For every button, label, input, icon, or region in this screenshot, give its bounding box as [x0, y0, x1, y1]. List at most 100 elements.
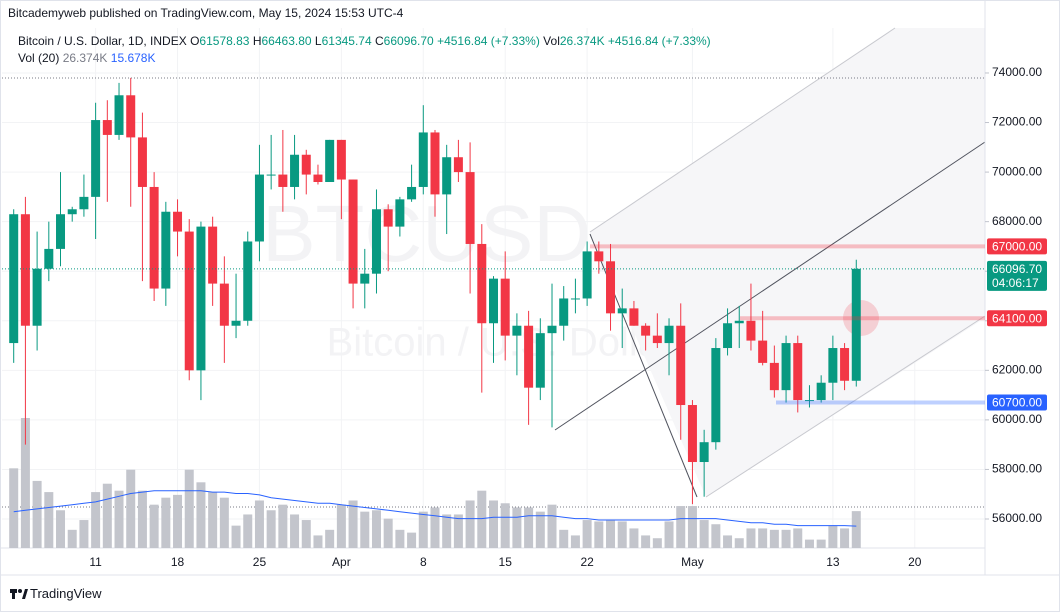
- candle-body: [500, 278, 510, 336]
- volume-bar: [489, 500, 498, 548]
- candle-body: [395, 199, 405, 227]
- volume-bar: [184, 469, 194, 548]
- candle-body: [56, 214, 66, 249]
- volume-bar: [723, 535, 733, 548]
- candle-body: [126, 95, 136, 138]
- vol-label: Vol: [543, 34, 560, 48]
- candle-body: [606, 261, 616, 314]
- candle-body: [290, 154, 300, 187]
- volume-bar: [91, 492, 101, 548]
- volume-bar: [336, 504, 346, 548]
- legend-value: 66463.80: [261, 34, 312, 48]
- candle-body: [102, 120, 112, 135]
- volume-ma-line: [13, 490, 857, 527]
- volume-bar: [173, 494, 183, 548]
- volume-bar: [395, 529, 405, 548]
- volume-bar: [219, 497, 229, 548]
- y-tick-label: 62000.00: [992, 363, 1042, 377]
- volume-bar: [102, 483, 112, 548]
- candle-body: [769, 362, 779, 391]
- candle-body: [489, 278, 498, 324]
- x-tick-label: 22: [580, 555, 594, 569]
- candle-body: [383, 209, 393, 227]
- candle-body: [840, 348, 850, 381]
- volume-bar: [816, 539, 826, 548]
- volume-bar: [652, 538, 662, 548]
- volume-bar: [137, 490, 147, 548]
- candle-body: [617, 308, 627, 314]
- volume-bar: [746, 528, 756, 548]
- volume-bar: [465, 500, 475, 548]
- volume-bar: [79, 520, 89, 548]
- candle-body: [804, 400, 814, 402]
- candle-body: [535, 333, 545, 388]
- x-tick-label: 15: [499, 555, 513, 569]
- volume-bar: [290, 514, 300, 548]
- candle-body: [313, 174, 323, 183]
- y-tick-label: 72000.00: [992, 115, 1042, 129]
- volume-bar: [430, 507, 440, 548]
- volume-bar: [383, 518, 393, 548]
- volume-bar: [547, 504, 557, 548]
- volume-bar: [477, 490, 487, 548]
- candle-body: [629, 308, 639, 326]
- published-line: Bitcademyweb published on TradingView.co…: [8, 6, 404, 20]
- candle-body: [67, 209, 77, 215]
- candle-body: [137, 137, 147, 187]
- y-tick-label: 68000.00: [992, 214, 1042, 228]
- volume-bar: [196, 482, 206, 548]
- candle-body: [184, 231, 194, 371]
- x-tick-label: 13: [826, 555, 840, 569]
- volume-bar: [325, 529, 335, 548]
- candle-body: [20, 214, 30, 326]
- volume-bar: [44, 492, 54, 548]
- candle-body: [336, 139, 346, 180]
- watermark-name: Bitcoin / U.S. Dollar: [327, 321, 674, 365]
- channel-lower: [705, 315, 986, 498]
- candle-body: [371, 209, 381, 274]
- volume-legend: Vol (20) 26.374K 15.678K: [18, 51, 155, 65]
- volume-bar: [500, 503, 510, 548]
- candle-body: [430, 132, 440, 195]
- candle-body: [559, 298, 569, 326]
- candle-body: [266, 174, 276, 176]
- candle-body: [44, 248, 54, 269]
- volume-bar: [371, 510, 381, 548]
- legend-key: H: [252, 34, 262, 48]
- legend-key: O: [190, 34, 200, 48]
- volume-bar: [453, 514, 463, 548]
- legend-key: L: [314, 34, 322, 48]
- candle-body: [547, 325, 557, 334]
- candle-body: [652, 335, 662, 344]
- volume-bar: [676, 506, 686, 548]
- candle-body: [418, 132, 428, 187]
- candle-body: [161, 211, 171, 289]
- candle-body: [149, 186, 159, 289]
- volume-ma-last: 15.678K: [110, 51, 156, 65]
- x-tick-label: 20: [908, 555, 922, 569]
- volume-bar: [512, 507, 522, 548]
- legend-value: 61578.83: [199, 34, 250, 48]
- x-tick-label: 8: [420, 555, 427, 569]
- volume-bar: [313, 535, 323, 548]
- volume-bar: [243, 514, 253, 548]
- volume-last: 26.374K: [62, 51, 108, 65]
- candle-body: [442, 157, 452, 195]
- candle-body: [196, 226, 206, 371]
- candle-body: [91, 120, 101, 197]
- volume-bar: [570, 535, 580, 548]
- volume-bar: [535, 511, 545, 548]
- legend-value: 61345.74: [321, 34, 372, 48]
- level-label: 60700.00: [992, 396, 1042, 410]
- level-label-box: [987, 238, 1047, 255]
- candle-body: [453, 157, 463, 173]
- candle-body: [570, 298, 580, 300]
- x-tick-label: 11: [89, 555, 102, 569]
- volume-bar: [524, 507, 534, 548]
- volume-bar: [126, 469, 136, 548]
- candle-body: [687, 405, 697, 463]
- candle-body: [758, 340, 768, 363]
- volume-bar: [32, 480, 42, 548]
